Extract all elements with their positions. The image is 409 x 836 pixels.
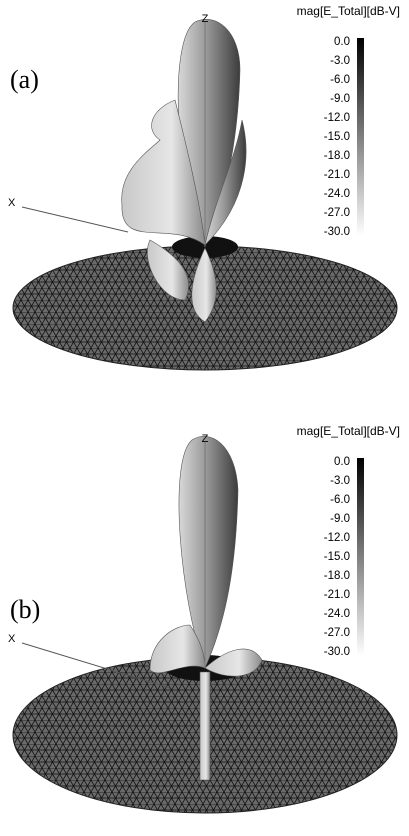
radiation-lobe (199, 671, 211, 781)
panel-label: (a) (10, 65, 39, 94)
colorbar-tick-label: -15.0 (324, 551, 350, 563)
colorbar-tick-label: -30.0 (324, 226, 350, 238)
colorbar-tick-label: -3.0 (330, 55, 350, 67)
colorbar-tick-label: 0.0 (334, 456, 350, 468)
colorbar-tick-label: -18.0 (324, 150, 350, 162)
colorbar-tick-label: -30.0 (324, 646, 350, 658)
radiation-lobe (204, 119, 247, 246)
colorbar-tick-label: -24.0 (324, 188, 350, 200)
colorbar-tick-label: -15.0 (324, 131, 350, 143)
colorbar (357, 458, 364, 656)
colorbar-tick-label: -12.0 (324, 532, 350, 544)
colorbar-title: mag[E_Total][dB-V] (297, 424, 400, 438)
colorbar-tick-label: -21.0 (324, 169, 350, 181)
radiation-lobe (178, 435, 239, 669)
colorbar-tick-label: 0.0 (334, 36, 350, 48)
radiation-lobe (191, 247, 217, 323)
z-axis-label: Z (202, 433, 209, 445)
colorbar-tick-label: -6.0 (330, 74, 350, 86)
x-axis (21, 642, 171, 689)
radiation-lobe (149, 624, 206, 674)
x-axis-label: X (8, 633, 16, 645)
colorbar-tick-label: -9.0 (330, 513, 350, 525)
z-axis-label: Z (202, 13, 209, 25)
radiation-lobe (204, 648, 263, 677)
colorbar-tick-label: -27.0 (324, 627, 350, 639)
colorbar (357, 38, 364, 236)
colorbar-tick-label: -24.0 (324, 608, 350, 620)
panel: Z X (b) mag[E_Total][dB-V] 0.0 -3.0 -6.0 -9.0 -1… (8, 424, 400, 814)
panel-label: (b) (10, 595, 40, 624)
colorbar-tick-label: -9.0 (330, 93, 350, 105)
x-axis (21, 206, 129, 233)
colorbar-tick-label: -6.0 (330, 494, 350, 506)
colorbar-tick-label: -21.0 (324, 589, 350, 601)
colorbar-tick-label: -12.0 (324, 112, 350, 124)
colorbar-tick-label: -3.0 (330, 475, 350, 487)
colorbar-title: mag[E_Total][dB-V] (297, 4, 400, 18)
radiation-lobe (121, 99, 206, 246)
x-axis-label: X (8, 197, 16, 209)
colorbar-tick-label: -27.0 (324, 207, 350, 219)
panel: Z X (a) mag[E_Total][dB-V] 0.0 -3.0 -6.0 -9.0 -1… (8, 4, 400, 371)
radiation-lobe (147, 239, 189, 301)
colorbar-tick-label: -18.0 (324, 570, 350, 582)
